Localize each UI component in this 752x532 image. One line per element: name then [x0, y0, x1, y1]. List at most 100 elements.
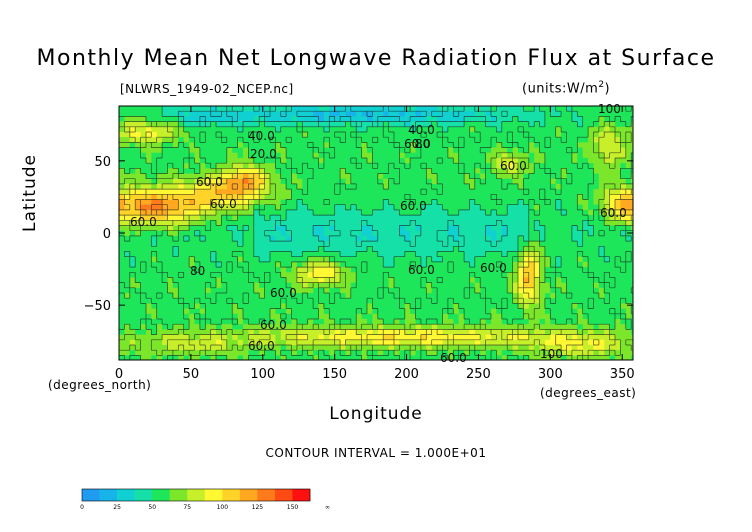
heatmap-cell [210, 183, 217, 190]
heatmap-cell [458, 178, 465, 185]
heatmap-cell [291, 277, 298, 284]
heatmap-cell [555, 319, 562, 325]
heatmap-cell [221, 209, 228, 216]
heatmap-cell [367, 334, 373, 341]
heatmap-cell [286, 131, 293, 138]
heatmap-cell [453, 225, 460, 232]
heatmap-cell [631, 319, 634, 325]
heatmap-cell [199, 319, 206, 325]
heatmap-cell [631, 344, 634, 351]
heatmap-cell [442, 319, 449, 325]
heatmap-cell [323, 220, 330, 226]
heatmap-cell [145, 220, 152, 226]
heatmap-cell [226, 344, 233, 351]
heatmap-cell [323, 173, 330, 180]
heatmap-cell [237, 183, 244, 190]
heatmap-cell [205, 106, 212, 112]
heatmap-cell [517, 251, 524, 258]
heatmap-cell [119, 256, 125, 263]
heatmap-cell [609, 137, 616, 143]
heatmap-cell [156, 131, 163, 138]
heatmap-cell [199, 246, 206, 252]
heatmap-cell [555, 344, 562, 351]
heatmap-cell [183, 246, 190, 252]
heatmap-cell [237, 235, 244, 242]
heatmap-cell [523, 235, 530, 242]
heatmap-cell [625, 111, 632, 117]
heatmap-cell [512, 131, 519, 138]
heatmap-cell [119, 163, 125, 169]
heatmap-cell [323, 355, 330, 361]
heatmap-cell [145, 173, 152, 180]
heatmap-cell [507, 178, 514, 185]
heatmap-cell [631, 241, 634, 247]
heatmap-cell [566, 189, 573, 195]
heatmap-cell [420, 220, 427, 226]
heatmap-cell [485, 272, 492, 278]
heatmap-cell [399, 137, 406, 143]
heatmap-cell [620, 282, 627, 289]
heatmap-cell [183, 303, 190, 310]
heatmap-cell [140, 194, 147, 201]
heatmap-cell [237, 246, 244, 252]
heatmap-cell [609, 313, 616, 320]
heatmap-cell [496, 126, 503, 133]
heatmap-cell [199, 189, 206, 195]
heatmap-cell [216, 137, 222, 143]
heatmap-cell [588, 246, 594, 252]
heatmap-cell [119, 106, 125, 112]
heatmap-cell [453, 287, 460, 294]
heatmap-cell [609, 106, 616, 112]
heatmap-cell [437, 142, 443, 149]
heatmap-cell [232, 199, 239, 206]
heatmap-cell [598, 256, 605, 263]
heatmap-cell [491, 121, 497, 128]
heatmap-cell [501, 267, 508, 273]
heatmap-cell [350, 121, 357, 128]
heatmap-cell [544, 319, 551, 325]
heatmap-cell [210, 355, 217, 361]
heatmap-cell [383, 220, 390, 226]
heatmap-cell [523, 147, 530, 154]
heatmap-cell [280, 261, 287, 268]
heatmap-cell [216, 189, 222, 195]
heatmap-cell [437, 126, 443, 133]
heatmap-cell [151, 178, 158, 185]
heatmap-cell [512, 183, 519, 190]
heatmap-cell [329, 220, 336, 226]
heatmap-cell [577, 137, 584, 143]
heatmap-cell [604, 251, 611, 258]
heatmap-cell [566, 334, 573, 341]
heatmap-cell [119, 303, 125, 310]
heatmap-cell [194, 267, 201, 273]
heatmap-cell [539, 344, 546, 351]
heatmap-cell [302, 220, 309, 226]
heatmap-cell [156, 256, 163, 263]
heatmap-cell [491, 194, 497, 201]
heatmap-cell [340, 111, 346, 117]
heatmap-cell [544, 116, 551, 123]
heatmap-cell [485, 339, 492, 346]
heatmap-cell [485, 173, 492, 180]
heatmap-cell [162, 334, 169, 341]
heatmap-cell [199, 334, 206, 341]
heatmap-cell [286, 106, 293, 112]
heatmap-cell [393, 131, 400, 138]
heatmap-cell [361, 339, 368, 346]
heatmap-cell [124, 303, 131, 310]
heatmap-cell [361, 303, 368, 310]
heatmap-cell [313, 246, 319, 252]
heatmap-cell [496, 168, 503, 175]
heatmap-cell [604, 168, 611, 175]
heatmap-cell [243, 215, 249, 221]
heatmap-cell [199, 339, 206, 346]
heatmap-cell [189, 329, 195, 336]
heatmap-cell [577, 121, 584, 128]
heatmap-cell [388, 282, 395, 289]
heatmap-cell [178, 261, 185, 268]
heatmap-cell [399, 116, 406, 123]
heatmap-cell [393, 324, 400, 330]
heatmap-cell [625, 220, 632, 226]
heatmap-cell [625, 277, 632, 284]
heatmap-cell [383, 183, 390, 190]
